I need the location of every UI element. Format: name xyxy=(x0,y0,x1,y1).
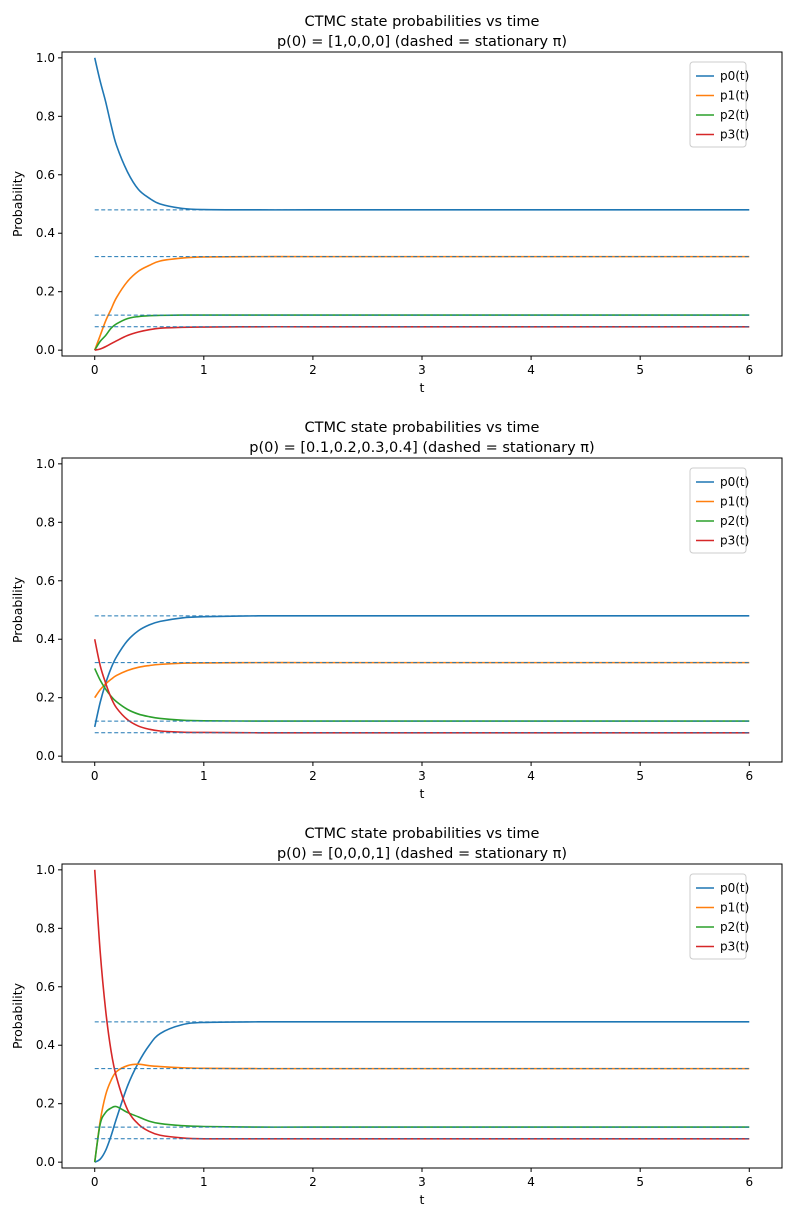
subplot-2: CTMC state probabilities vs time p(0) = [… xyxy=(10,420,783,801)
chart-title: CTMC state probabilities vs time xyxy=(305,14,540,30)
x-tick-label: 2 xyxy=(309,363,317,377)
chart-title: CTMC state probabilities vs time xyxy=(305,420,540,436)
axes-frame xyxy=(61,51,783,357)
legend-box xyxy=(689,61,747,148)
y-tick-label: 0.2 xyxy=(36,691,55,705)
y-tick-label: 0.0 xyxy=(36,749,55,763)
legend-label: p1(t) xyxy=(720,901,749,915)
series-line-p2t xyxy=(94,668,750,722)
y-tick-label: 1.0 xyxy=(36,457,55,471)
y-tick-label: 0.2 xyxy=(36,285,55,299)
y-tick-label: 0.4 xyxy=(36,1038,55,1052)
y-tick-label: 0.2 xyxy=(36,1097,55,1111)
legend-label: p2(t) xyxy=(720,514,749,528)
x-axis-label: t xyxy=(420,1192,425,1207)
x-tick-label: 1 xyxy=(200,1175,208,1189)
y-tick-label: 0.6 xyxy=(36,574,55,588)
x-tick-label: 6 xyxy=(745,1175,753,1189)
legend-label: p3(t) xyxy=(720,940,749,954)
y-tick-label: 0.4 xyxy=(36,226,55,240)
y-tick-label: 0.4 xyxy=(36,632,55,646)
legend-label: p0(t) xyxy=(720,69,749,83)
y-tick-label: 0.0 xyxy=(36,1155,55,1169)
legend-box xyxy=(689,873,747,960)
plot-area xyxy=(93,869,750,1163)
series-line-p3t xyxy=(94,325,750,351)
plot-area xyxy=(93,57,750,351)
x-tick-label: 5 xyxy=(636,1175,644,1189)
series-line-p1t xyxy=(94,661,750,699)
x-tick-label: 0 xyxy=(91,1175,99,1189)
x-tick-label: 4 xyxy=(527,769,535,783)
y-tick-label: 0.8 xyxy=(36,515,55,529)
axes-frame xyxy=(61,863,783,1169)
x-tick-label: 6 xyxy=(745,363,753,377)
legend-box xyxy=(689,467,747,554)
x-tick-label: 4 xyxy=(527,363,535,377)
chart-subtitle: p(0) = [0.1,0.2,0.3,0.4] (dashed = stati… xyxy=(249,440,594,456)
x-tick-label: 3 xyxy=(418,363,426,377)
axes-frame xyxy=(61,457,783,763)
legend-label: p1(t) xyxy=(720,495,749,509)
subplot-1: CTMC state probabilities vs time p(0) = [… xyxy=(10,14,783,395)
y-tick-label: 0.6 xyxy=(36,980,55,994)
x-tick-label: 5 xyxy=(636,363,644,377)
x-tick-label: 2 xyxy=(309,1175,317,1189)
x-tick-label: 0 xyxy=(91,363,99,377)
x-tick-label: 6 xyxy=(745,769,753,783)
legend-label: p0(t) xyxy=(720,475,749,489)
plot-area xyxy=(93,614,750,734)
y-axis-label: Probability xyxy=(10,576,25,643)
series-line-p0t xyxy=(93,57,750,211)
series-line-p3t xyxy=(93,639,750,734)
y-tick-label: 0.8 xyxy=(36,109,55,123)
series-line-p0t xyxy=(93,614,750,728)
series-line-p1t xyxy=(93,255,750,351)
y-axis-label: Probability xyxy=(10,170,25,237)
legend-label: p2(t) xyxy=(720,920,749,934)
x-tick-label: 1 xyxy=(200,769,208,783)
series-line-p0t xyxy=(94,1021,750,1163)
y-tick-label: 0.6 xyxy=(36,168,55,182)
chart-title: CTMC state probabilities vs time xyxy=(305,826,540,842)
x-tick-label: 4 xyxy=(527,1175,535,1189)
legend-label: p1(t) xyxy=(720,89,749,103)
chart-subtitle: p(0) = [1,0,0,0] (dashed = stationary π) xyxy=(277,34,567,50)
x-tick-label: 5 xyxy=(636,769,644,783)
x-tick-label: 1 xyxy=(200,363,208,377)
legend: p0(t) p1(t) p2(t) p3(t) xyxy=(689,61,749,148)
series-line-p2t xyxy=(94,314,750,351)
x-axis-label: t xyxy=(420,786,425,801)
legend-label: p0(t) xyxy=(720,881,749,895)
x-tick-label: 2 xyxy=(309,769,317,783)
legend: p0(t) p1(t) p2(t) p3(t) xyxy=(689,467,749,554)
legend: p0(t) p1(t) p2(t) p3(t) xyxy=(689,873,749,960)
x-tick-label: 3 xyxy=(418,769,426,783)
x-tick-label: 0 xyxy=(91,769,99,783)
y-tick-label: 0.0 xyxy=(36,343,55,357)
legend-label: p3(t) xyxy=(720,128,749,142)
series-line-p3t xyxy=(93,869,750,1140)
y-tick-label: 0.8 xyxy=(36,921,55,935)
y-tick-label: 1.0 xyxy=(36,51,55,65)
chart-subtitle: p(0) = [0,0,0,1] (dashed = stationary π) xyxy=(277,846,567,862)
y-axis-label: Probability xyxy=(10,982,25,1049)
legend-label: p2(t) xyxy=(720,108,749,122)
series-line-p1t xyxy=(93,1063,750,1163)
series-line-p2t xyxy=(93,1105,750,1163)
x-tick-label: 3 xyxy=(418,1175,426,1189)
subplot-3: CTMC state probabilities vs time p(0) = [… xyxy=(10,826,783,1207)
y-tick-label: 1.0 xyxy=(36,863,55,877)
legend-label: p3(t) xyxy=(720,534,749,548)
x-axis-label: t xyxy=(420,380,425,395)
